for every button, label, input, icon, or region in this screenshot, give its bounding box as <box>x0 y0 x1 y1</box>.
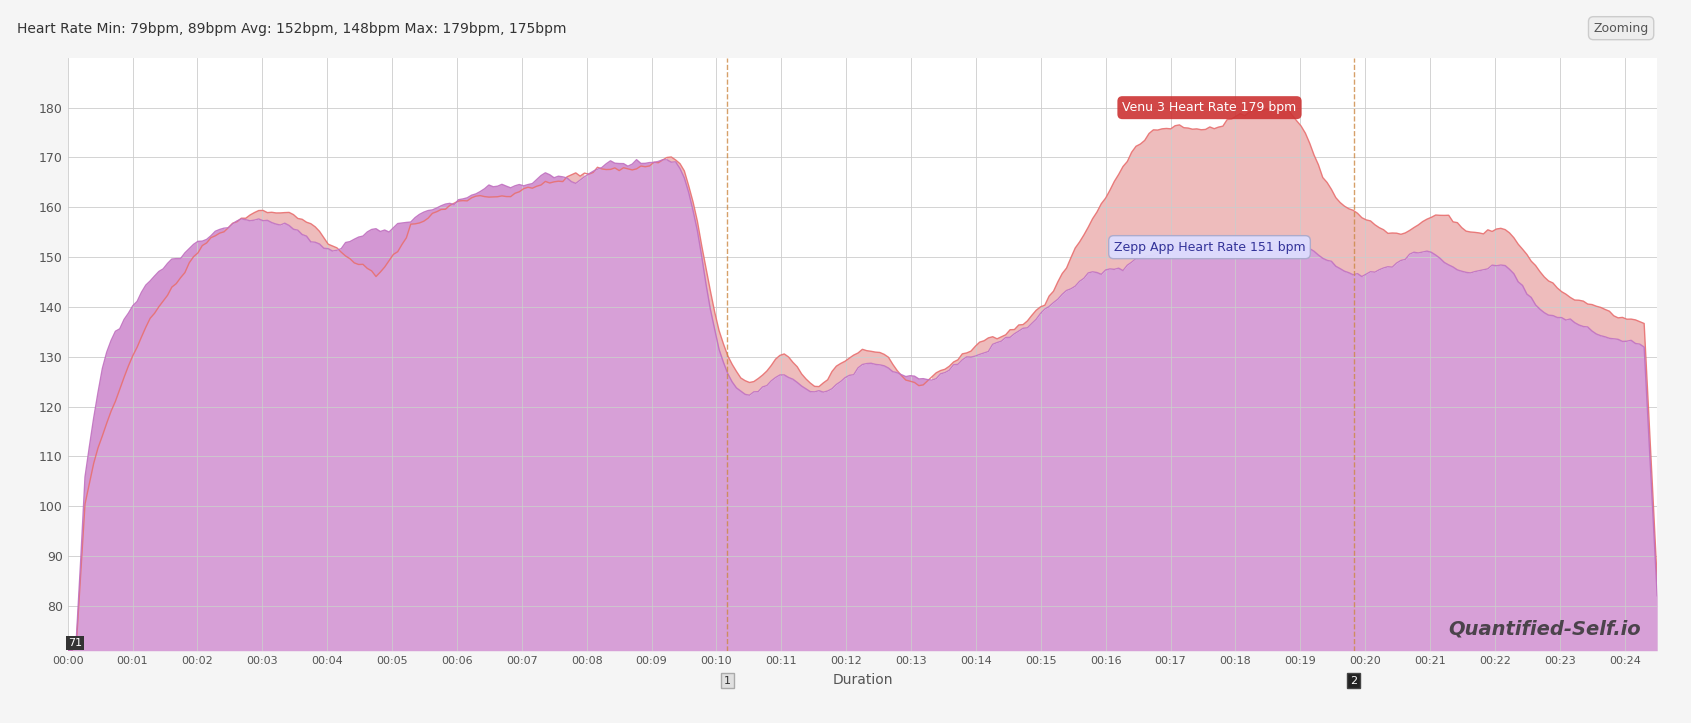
Text: Venu 3 Heart Rate 179 bpm: Venu 3 Heart Rate 179 bpm <box>1123 101 1297 114</box>
Text: 71: 71 <box>68 638 83 649</box>
Text: 1: 1 <box>724 675 731 685</box>
X-axis label: Duration: Duration <box>832 672 893 687</box>
Text: Heart Rate Min: 79bpm, 89bpm Avg: 152bpm, 148bpm Max: 179bpm, 175bpm: Heart Rate Min: 79bpm, 89bpm Avg: 152bpm… <box>17 22 566 35</box>
Text: Quantified-Self.io: Quantified-Self.io <box>1449 620 1642 639</box>
Text: Zooming: Zooming <box>1593 22 1649 35</box>
Text: Zepp App Heart Rate 151 bpm: Zepp App Heart Rate 151 bpm <box>1114 241 1305 254</box>
Text: 2: 2 <box>1349 675 1358 685</box>
